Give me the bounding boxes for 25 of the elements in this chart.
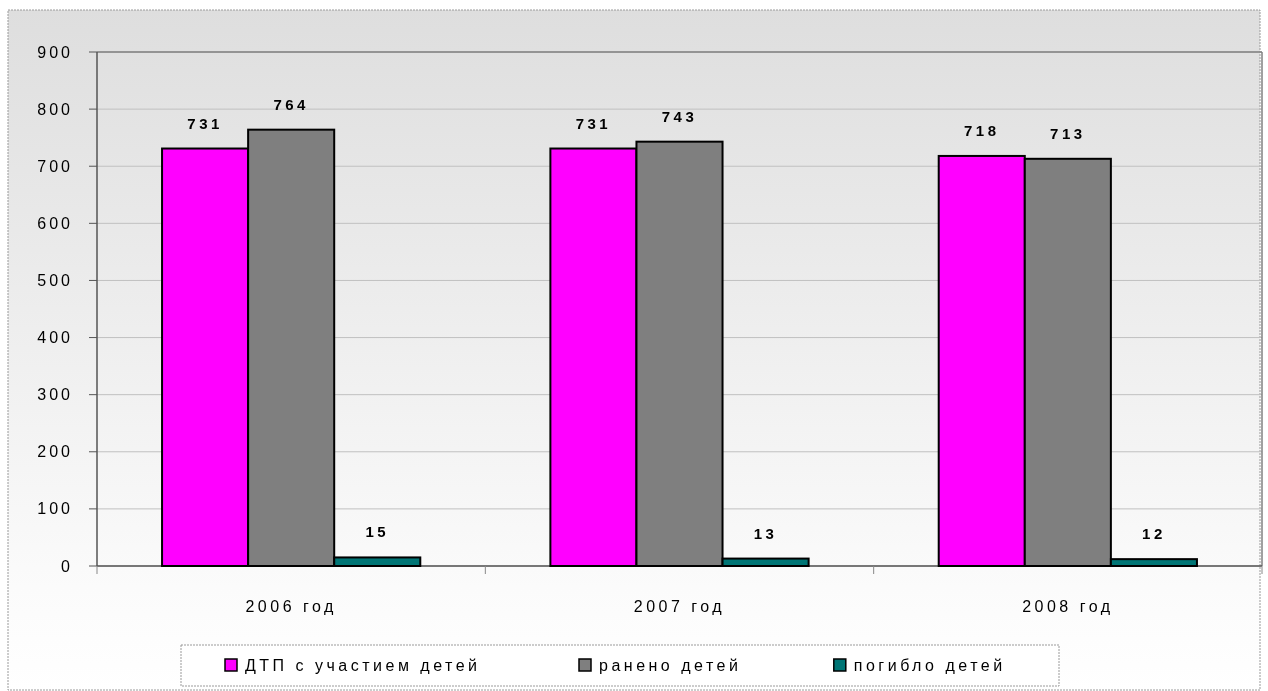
y-tick-label: 300	[37, 386, 73, 404]
data-label: 713	[1050, 124, 1086, 142]
y-tick-label: 100	[37, 500, 73, 518]
x-tick-label: 2008 год	[1022, 598, 1114, 615]
y-tick-label: 500	[37, 272, 73, 290]
y-tick-label: 800	[37, 100, 73, 118]
legend-label: погибло детей	[853, 657, 1006, 674]
data-label: 12	[1142, 525, 1166, 543]
data-label: 15	[365, 523, 390, 541]
legend-label: ранено детей	[599, 657, 742, 674]
data-label: 731	[187, 114, 223, 132]
y-tick-label: 600	[37, 214, 73, 232]
y-tick-label: 900	[37, 43, 73, 61]
y-tick-label: 200	[37, 443, 73, 461]
y-tick-label: 0	[61, 557, 73, 575]
legend-label: ДТП с участием детей	[245, 657, 481, 674]
data-label: 743	[661, 107, 698, 125]
data-label: 764	[273, 95, 309, 113]
x-tick-label: 2007 год	[633, 598, 726, 615]
x-tick-label: 2006 год	[245, 598, 337, 615]
y-tick-label: 400	[37, 329, 73, 347]
data-label: 731	[575, 114, 612, 132]
y-tick-label: 700	[37, 157, 73, 175]
data-label: 13	[753, 524, 778, 542]
data-label: 718	[963, 121, 1000, 139]
